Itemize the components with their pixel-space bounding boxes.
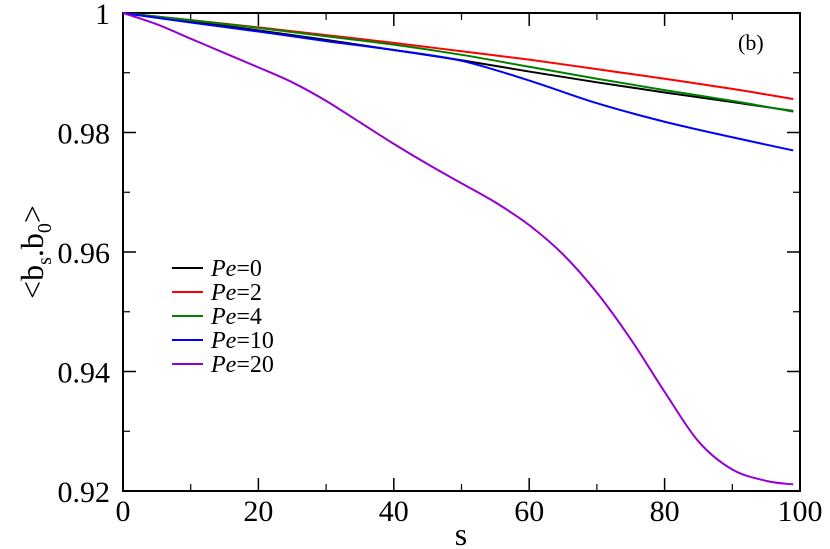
series-line-3	[122, 12, 794, 152]
y-axis-title-sub2: 0	[34, 223, 56, 233]
y-axis-title-base: <b	[14, 265, 50, 299]
y-axis-title-mid: .b	[14, 233, 50, 257]
x-tick-label: 60	[514, 495, 544, 528]
series-line-4	[122, 12, 794, 486]
series-lines	[122, 12, 794, 486]
legend-label-prefix: Pe	[210, 256, 237, 282]
x-tick-label: 0	[116, 495, 131, 528]
legend-label: Pe=4	[210, 304, 262, 330]
axis-ticks	[122, 12, 801, 492]
y-tick-label: 0.94	[58, 357, 111, 390]
legend-label-prefix: Pe	[210, 280, 237, 306]
y-axis-title-end: >	[14, 205, 50, 223]
legend-label: Pe=2	[210, 280, 262, 306]
y-tick-label: 0.92	[58, 476, 111, 509]
x-tick-label: 20	[243, 495, 273, 528]
x-axis-title: s	[455, 516, 467, 549]
x-tick-label: 100	[778, 495, 823, 528]
legend-label: Pe=0	[210, 256, 262, 282]
y-tick-label: 1	[95, 0, 110, 31]
legend-label-suffix: =2	[236, 280, 262, 306]
legend-label-prefix: Pe	[210, 304, 237, 330]
legend-label: Pe=10	[210, 328, 274, 354]
legend-label-prefix: Pe	[210, 352, 237, 378]
series-line-2	[122, 12, 794, 113]
legend-label-suffix: =0	[236, 256, 262, 282]
legend-label-suffix: =4	[236, 304, 262, 330]
legend-label-prefix: Pe	[210, 328, 237, 354]
y-tick-label: 0.98	[58, 118, 111, 151]
x-tick-label: 80	[650, 495, 680, 528]
legend-label: Pe=20	[210, 352, 274, 378]
axis-tick-labels: 0 20 40 60 80 100 0.92 0.94 0.96 0.98 1	[58, 0, 823, 528]
legend-label-suffix: =10	[236, 328, 274, 354]
y-tick-label: 0.96	[58, 237, 111, 270]
panel-label: (b)	[738, 30, 764, 55]
y-axis-title-sub1: s	[34, 257, 56, 265]
legend-label-suffix: =20	[236, 352, 274, 378]
x-tick-label: 40	[379, 495, 409, 528]
y-axis-title: <bs.b0>	[14, 205, 56, 299]
